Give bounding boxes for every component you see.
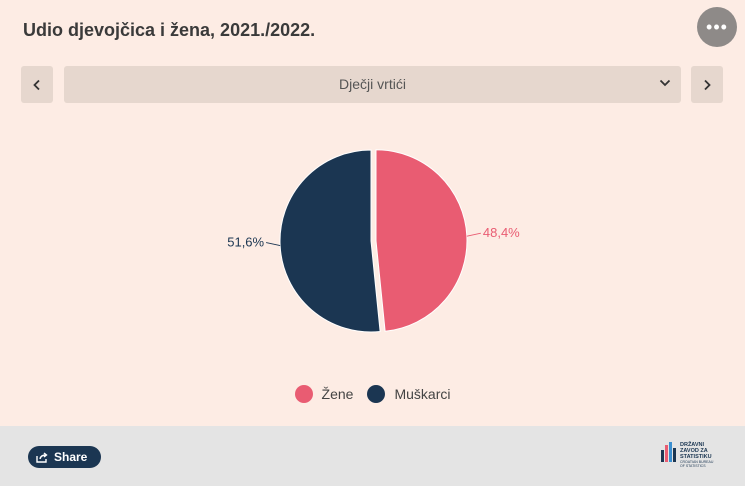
pie-label-connector [266,242,281,247]
pie-slice-muskarci[interactable] [279,149,381,333]
pie-data-label: 51,6% [227,235,264,250]
legend-label: Muškarci [394,386,451,402]
more-options-button[interactable]: ••• [697,7,737,47]
chevron-left-icon [33,79,40,90]
logo-text: DRŽAVNI ZAVOD ZA STATISTIKU [680,442,712,460]
chevron-right-icon [704,79,711,90]
legend-item-zene[interactable]: Žene [294,385,354,403]
pie-chart: 48,4% 51,6% [227,149,520,333]
bar-chart-logo-icon [661,442,676,462]
footer: Share DRŽAVNI ZAVOD ZA STATISTIKU CROATI… [0,426,745,486]
category-select-value: Dječji vrtići [339,76,406,92]
pie-slice-zene[interactable] [375,149,468,332]
chart-legend: Žene Muškarci [0,385,745,403]
pie-label-connector [466,232,481,237]
chevron-down-icon [659,79,671,87]
legend-swatch [367,385,386,403]
legend-item-muskarci[interactable]: Muškarci [367,385,450,403]
previous-button[interactable] [21,66,53,103]
share-label: Share [54,450,88,464]
share-button[interactable]: Share [28,446,102,468]
dzs-logo: DRŽAVNI ZAVOD ZA STATISTIKU CROATIAN BUR… [660,442,722,468]
legend-label: Žene [321,386,354,402]
more-horizontal-icon: ••• [706,16,728,37]
next-button[interactable] [691,66,723,103]
chart-title: Udio djevojčica i žena, 2021./2022. [23,20,316,40]
pie-data-label: 48,4% [483,225,520,240]
share-icon [36,451,48,463]
chart-panel: Udio djevojčica i žena, 2021./2022. ••• … [0,7,745,403]
logo-subtext: CROATIAN BUREAU OF STATISTICS [680,460,714,468]
category-select[interactable]: Dječji vrtići [64,66,681,103]
legend-swatch [294,385,313,403]
